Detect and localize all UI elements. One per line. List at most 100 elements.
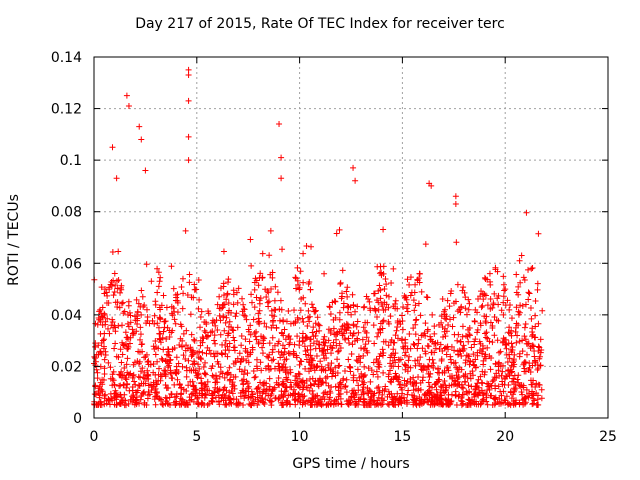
data-point [447, 290, 454, 297]
data-point [125, 323, 132, 330]
data-point [309, 357, 316, 364]
data-point [509, 343, 516, 350]
data-point [417, 354, 424, 361]
data-point [252, 373, 259, 380]
data-point [444, 297, 451, 304]
data-point [194, 395, 201, 402]
data-point [254, 365, 261, 372]
data-point [191, 281, 198, 288]
data-point [249, 346, 256, 353]
data-point [526, 290, 533, 297]
data-point [443, 351, 450, 358]
data-point [233, 289, 240, 296]
data-point [96, 394, 103, 401]
data-point [173, 354, 180, 361]
data-point [111, 390, 118, 397]
data-point [507, 388, 514, 395]
data-point [191, 358, 198, 365]
data-point [138, 287, 145, 294]
data-point [152, 371, 159, 378]
data-point [101, 336, 108, 343]
data-point [197, 313, 204, 320]
data-point [379, 303, 386, 310]
data-point [158, 396, 165, 403]
data-point [250, 368, 257, 375]
data-point [423, 294, 430, 301]
data-point [465, 396, 472, 403]
data-point [292, 372, 299, 379]
data-point [500, 273, 507, 280]
data-point [217, 331, 224, 338]
data-point [312, 398, 319, 405]
data-point [429, 356, 436, 363]
data-point [160, 346, 167, 353]
data-point [125, 302, 132, 309]
data-point [515, 308, 522, 315]
data-point [92, 343, 99, 350]
data-point [143, 306, 150, 313]
data-point [136, 382, 143, 389]
data-point [383, 281, 390, 288]
data-point [354, 366, 361, 373]
data-point [219, 351, 226, 358]
data-point [226, 395, 233, 402]
data-point [159, 357, 166, 364]
data-point [335, 383, 342, 390]
data-point [202, 359, 209, 366]
data-point [92, 362, 99, 369]
data-point [291, 341, 298, 348]
data-point [499, 368, 506, 375]
data-point [467, 358, 474, 365]
data-point [162, 382, 169, 389]
data-point [333, 342, 340, 349]
data-point [173, 294, 180, 301]
data-point [275, 340, 282, 347]
data-point [395, 378, 402, 385]
data-point [220, 283, 227, 290]
data-point [521, 333, 528, 340]
data-point [172, 320, 179, 327]
data-point [445, 397, 452, 404]
data-point [221, 327, 228, 334]
data-point [209, 398, 216, 405]
data-point [168, 310, 175, 317]
data-point [141, 369, 148, 376]
data-point [339, 377, 346, 384]
data-point [185, 97, 192, 104]
data-point [458, 353, 465, 360]
data-point [311, 381, 318, 388]
data-point [154, 265, 161, 272]
data-point [371, 340, 378, 347]
data-point [245, 326, 252, 333]
data-point [154, 358, 161, 365]
data-point [119, 397, 126, 404]
data-point [446, 303, 453, 310]
data-point [340, 300, 347, 307]
data-point [267, 392, 274, 399]
data-point [367, 378, 374, 385]
data-point [501, 375, 508, 382]
data-point [300, 319, 307, 326]
data-point [378, 269, 385, 276]
data-point [141, 375, 148, 382]
data-point [477, 401, 484, 408]
data-point [520, 274, 527, 281]
data-point [519, 303, 526, 310]
data-point [254, 402, 261, 409]
data-point [474, 309, 481, 316]
data-point [494, 337, 501, 344]
data-point [343, 288, 350, 295]
data-point [396, 357, 403, 364]
data-point [349, 387, 356, 394]
data-point [436, 401, 443, 408]
data-point [143, 351, 150, 358]
data-point [412, 362, 419, 369]
data-point [412, 302, 419, 309]
y-tick-label: 0.14 [51, 50, 82, 66]
data-point [348, 393, 355, 400]
data-point [97, 348, 104, 355]
data-point [260, 337, 267, 344]
data-point [538, 395, 545, 402]
data-point [240, 380, 247, 387]
data-point [166, 394, 173, 401]
